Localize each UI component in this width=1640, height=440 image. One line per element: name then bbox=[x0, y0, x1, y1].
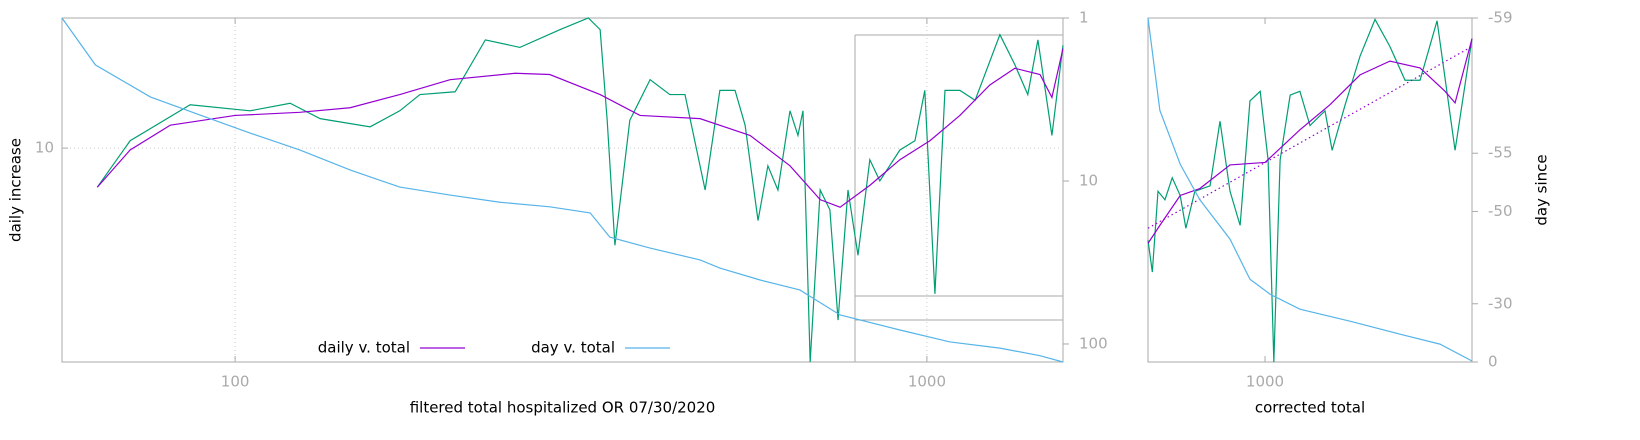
series-line bbox=[96, 17, 1064, 363]
x-tick-label: 1000 bbox=[1246, 373, 1284, 391]
x-tick-label: 100 bbox=[221, 373, 250, 391]
y2-axis-label: day since bbox=[1533, 154, 1551, 225]
y-axis-label: daily increase bbox=[7, 138, 25, 242]
y-tick-label: 10 bbox=[35, 139, 54, 157]
y2-tick-label: 0 bbox=[1488, 353, 1498, 371]
y2-tick-label: -55 bbox=[1488, 144, 1513, 162]
x-axis-label: filtered total hospitalized OR 07/30/202… bbox=[410, 399, 716, 417]
series-line bbox=[1147, 17, 1473, 362]
x-tick-label: 1000 bbox=[908, 373, 946, 391]
inset-frame bbox=[854, 34, 1063, 362]
legend-label: day v. total bbox=[531, 339, 615, 357]
plot-frame bbox=[61, 17, 1064, 363]
series-line bbox=[96, 48, 1064, 208]
series-line bbox=[61, 17, 1064, 363]
y2-tick-label: 100 bbox=[1079, 334, 1108, 352]
legend-label: daily v. total bbox=[318, 339, 410, 357]
y2-tick-label: 10 bbox=[1079, 171, 1098, 189]
y2-tick-label: 1 bbox=[1079, 9, 1089, 27]
plot-frame bbox=[1147, 17, 1473, 363]
y2-tick-label: -50 bbox=[1488, 202, 1513, 220]
series-line bbox=[1147, 45, 1473, 229]
x-axis-label: corrected total bbox=[1255, 399, 1365, 417]
y2-tick-label: -59 bbox=[1488, 9, 1513, 27]
y2-tick-label: -30 bbox=[1488, 294, 1513, 312]
series-line bbox=[1147, 38, 1473, 244]
